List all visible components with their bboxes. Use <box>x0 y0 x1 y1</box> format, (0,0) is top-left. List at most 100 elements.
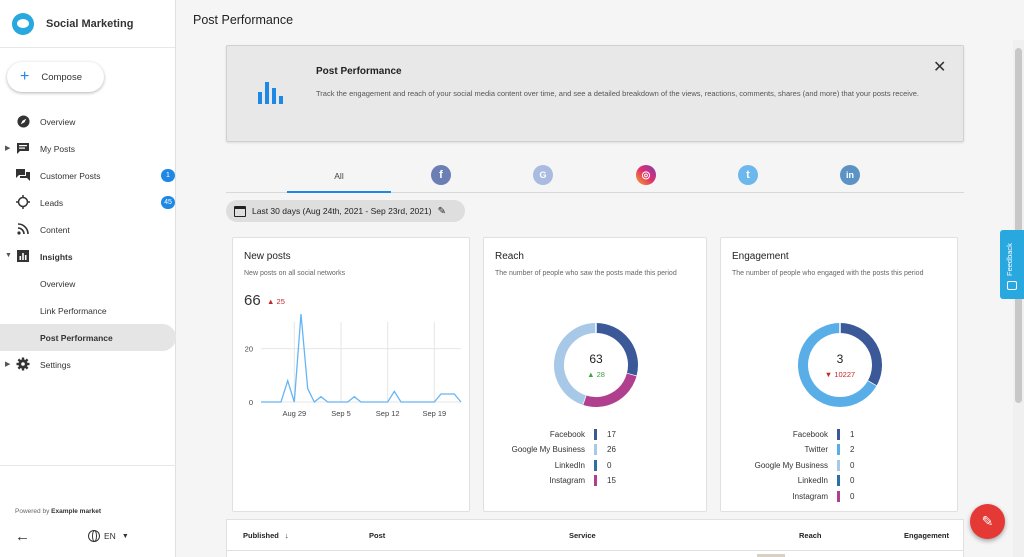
legend-label: Instagram <box>792 491 828 501</box>
tab-linkedin[interactable]: in <box>798 157 902 193</box>
column-engagement[interactable]: Engagement <box>904 531 950 540</box>
dropdown-arrow-icon: ▼ <box>121 532 129 540</box>
arrow-up-icon: ▲ <box>587 369 595 379</box>
engagement-delta-value: 10227 <box>834 369 856 379</box>
new-posts-value: 66 <box>244 292 261 309</box>
legend-color-bar <box>594 444 597 455</box>
column-published-label: Published <box>243 531 279 540</box>
language-label: EN <box>104 531 116 541</box>
back-arrow-icon[interactable]: ← <box>15 528 30 545</box>
globe-icon <box>88 530 100 542</box>
new-posts-line-chart: 0 20 Aug 29 Sep 5 Sep 12 Sep 19 <box>245 314 462 418</box>
brand[interactable]: Social Marketing <box>0 0 175 48</box>
sidebar-item-content[interactable]: Content <box>0 216 176 243</box>
column-service[interactable]: Service <box>569 531 596 540</box>
sidebar-item-settings[interactable]: ▶ Settings <box>0 351 176 378</box>
post-thumbnail[interactable] <box>757 554 785 557</box>
caret-down-icon[interactable]: ▼ <box>5 252 12 259</box>
scrollbar-thumb[interactable] <box>1015 48 1022 403</box>
tab-all[interactable]: All <box>287 157 391 193</box>
tab-facebook[interactable]: f <box>389 157 493 193</box>
powered-brand: Example market <box>51 508 102 515</box>
sidebar-item-customer-posts[interactable]: Customer Posts 1 <box>0 162 176 189</box>
reach-donut: 63 ▲ 28 <box>553 322 639 408</box>
legend-color-bar <box>837 428 840 440</box>
legend-row: LinkedIn 0 <box>721 475 957 487</box>
sidebar-item-label: Overview <box>40 278 76 289</box>
feedback-icon <box>1007 281 1017 290</box>
sidebar-item-label: Link Performance <box>40 305 107 316</box>
compose-fab-button[interactable]: ✎ <box>970 504 1005 539</box>
arrow-up-icon: ▲ <box>267 297 275 306</box>
sidebar-item-label: My Posts <box>40 143 75 154</box>
donut-separator <box>867 380 877 387</box>
banner-text: Track the engagement and reach of your s… <box>316 89 919 98</box>
google-my-business-icon: G <box>533 165 553 185</box>
new-posts-series-line <box>261 314 462 404</box>
column-post[interactable]: Post <box>369 531 386 540</box>
card-title: New posts <box>244 251 291 262</box>
close-icon[interactable]: ✕ <box>933 59 947 76</box>
sidebar-item-label: Post Performance <box>40 332 113 343</box>
caret-right-icon[interactable]: ▶ <box>5 361 11 368</box>
edit-pencil-icon[interactable]: ✎ <box>437 205 446 217</box>
facebook-icon: f <box>431 165 451 185</box>
legend-value: 17 <box>607 429 616 439</box>
sidebar-item-label: Overview <box>40 116 76 127</box>
brand-logo-icon <box>12 12 34 35</box>
legend-value: 0 <box>850 491 855 501</box>
tab-all-label: All <box>334 171 344 181</box>
legend-row: Google My Business 0 <box>721 459 957 471</box>
sort-arrow-down-icon: ↓ <box>284 531 289 540</box>
column-published[interactable]: Published ↓ <box>243 531 289 540</box>
page-header: Post Performance <box>176 0 1024 40</box>
linkedin-icon: in <box>840 165 860 185</box>
x-tick-label: Sep 5 <box>331 409 351 418</box>
sidebar-item-label: Content <box>40 224 70 235</box>
legend-label: Google My Business <box>754 460 828 470</box>
brand-name: Social Marketing <box>46 17 134 30</box>
sidebar-item-post-performance[interactable]: Post Performance <box>0 324 176 351</box>
legend-row: Facebook 1 <box>721 428 957 440</box>
engagement-donut: 3 ▼ 10227 <box>797 322 883 408</box>
card-title: Engagement <box>732 251 789 262</box>
chat-icon <box>16 141 30 155</box>
reach-value: 63 <box>589 351 603 366</box>
reach-delta-value: 28 <box>596 369 605 379</box>
sidebar-item-overview[interactable]: Overview <box>0 108 176 135</box>
legend-row: Google My Business 26 <box>484 444 706 456</box>
date-range-chip[interactable]: Last 30 days (Aug 24th, 2021 - Sep 23rd,… <box>226 200 465 222</box>
sidebar-item-label: Customer Posts <box>40 170 101 181</box>
x-tick-label: Sep 12 <box>376 409 400 418</box>
tab-google-my-business[interactable]: G <box>491 157 595 193</box>
legend-value: 26 <box>607 445 616 454</box>
sidebar: Social Marketing + Compose Overview ▶ My… <box>0 0 176 557</box>
compose-button[interactable]: + Compose <box>7 62 104 92</box>
sidebar-item-link-performance[interactable]: Link Performance <box>0 297 176 324</box>
sidebar-item-insights[interactable]: ▼ Insights <box>0 243 176 270</box>
twitter-icon: t <box>738 165 758 185</box>
new-posts-delta: ▲ 25 <box>267 297 285 306</box>
sidebar-item-insights-overview[interactable]: Overview <box>0 270 176 297</box>
tab-twitter[interactable]: t <box>696 157 800 193</box>
donut-slice-facebook <box>839 323 882 386</box>
compose-label: Compose <box>41 71 83 83</box>
legend-row: Instagram 0 <box>721 490 957 502</box>
info-banner: Post Performance Track the engagement an… <box>226 45 964 142</box>
x-tick-label: Aug 29 <box>282 409 306 418</box>
legend-label: LinkedIn <box>554 460 585 470</box>
sidebar-item-leads[interactable]: Leads 45 <box>0 189 176 216</box>
engagement-value: 3 <box>836 351 844 366</box>
card-subtitle: The number of people who saw the posts m… <box>495 270 677 277</box>
powered-by: Powered by Example market <box>15 508 101 515</box>
language-selector[interactable]: EN ▼ <box>88 530 129 542</box>
column-reach[interactable]: Reach <box>799 531 822 540</box>
feedback-label: Feedback <box>1005 243 1014 276</box>
customer-posts-badge: 1 <box>161 169 175 182</box>
new-posts-card: New posts New posts on all social networ… <box>232 237 470 512</box>
sidebar-item-label: Settings <box>40 359 71 370</box>
feedback-tab[interactable]: Feedback <box>1000 230 1024 299</box>
tab-instagram[interactable]: ◎ <box>594 157 698 193</box>
caret-right-icon[interactable]: ▶ <box>5 145 11 152</box>
sidebar-item-my-posts[interactable]: ▶ My Posts <box>0 135 176 162</box>
